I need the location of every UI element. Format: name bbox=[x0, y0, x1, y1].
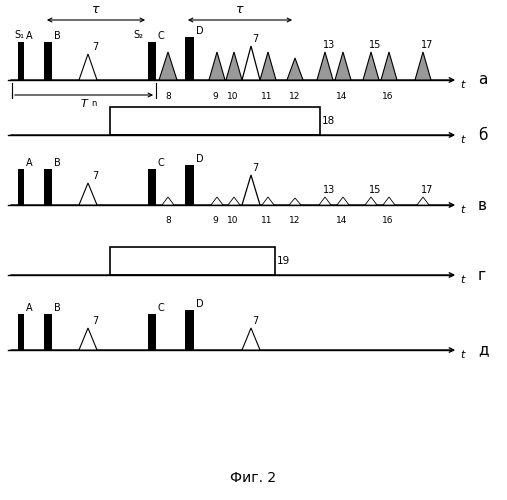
Text: τ: τ bbox=[236, 3, 244, 16]
Text: 7: 7 bbox=[92, 42, 98, 52]
Polygon shape bbox=[262, 197, 274, 205]
Text: 10: 10 bbox=[227, 216, 239, 225]
Polygon shape bbox=[417, 197, 429, 205]
Text: Т: Т bbox=[81, 99, 87, 109]
Polygon shape bbox=[242, 328, 260, 350]
Text: 17: 17 bbox=[421, 185, 433, 195]
Text: 13: 13 bbox=[323, 40, 335, 50]
Bar bbox=[185, 310, 194, 350]
Text: A: A bbox=[26, 158, 32, 168]
Text: 7: 7 bbox=[92, 316, 98, 326]
Polygon shape bbox=[260, 52, 276, 80]
Bar bbox=[18, 314, 24, 350]
Polygon shape bbox=[319, 197, 331, 205]
Polygon shape bbox=[335, 52, 351, 80]
Text: 7: 7 bbox=[252, 316, 258, 326]
Text: 19: 19 bbox=[277, 256, 290, 266]
Text: B: B bbox=[54, 303, 61, 313]
Text: 11: 11 bbox=[261, 92, 273, 101]
Text: 12: 12 bbox=[289, 216, 301, 225]
Text: C: C bbox=[158, 158, 165, 168]
Text: 16: 16 bbox=[382, 92, 394, 101]
Text: A: A bbox=[26, 31, 32, 41]
Polygon shape bbox=[209, 52, 225, 80]
Text: S₂: S₂ bbox=[133, 30, 143, 40]
Text: б: б bbox=[478, 128, 487, 142]
Bar bbox=[148, 169, 156, 205]
Polygon shape bbox=[317, 52, 333, 80]
Text: 7: 7 bbox=[92, 171, 98, 181]
Text: д: д bbox=[478, 342, 489, 357]
Polygon shape bbox=[381, 52, 397, 80]
Text: 18: 18 bbox=[322, 116, 335, 126]
Bar bbox=[18, 42, 24, 80]
Polygon shape bbox=[159, 52, 177, 80]
Polygon shape bbox=[337, 197, 349, 205]
Text: 7: 7 bbox=[252, 34, 258, 44]
Text: D: D bbox=[196, 154, 204, 164]
Text: 16: 16 bbox=[382, 216, 394, 225]
Text: 9: 9 bbox=[212, 92, 218, 101]
Bar bbox=[148, 42, 156, 80]
Text: 14: 14 bbox=[336, 92, 348, 101]
Text: n: n bbox=[91, 99, 96, 108]
Text: D: D bbox=[196, 299, 204, 309]
Polygon shape bbox=[363, 52, 379, 80]
Text: 8: 8 bbox=[165, 216, 171, 225]
Bar bbox=[110, 247, 275, 275]
Text: D: D bbox=[196, 26, 204, 36]
Text: 8: 8 bbox=[165, 92, 171, 101]
Polygon shape bbox=[365, 197, 377, 205]
Text: C: C bbox=[158, 303, 165, 313]
Polygon shape bbox=[79, 328, 97, 350]
Bar bbox=[44, 314, 52, 350]
Text: S₁: S₁ bbox=[14, 30, 24, 40]
Text: 15: 15 bbox=[369, 40, 381, 50]
Text: t: t bbox=[460, 80, 464, 90]
Polygon shape bbox=[242, 46, 260, 80]
Polygon shape bbox=[383, 197, 395, 205]
Text: 14: 14 bbox=[336, 216, 348, 225]
Bar bbox=[148, 314, 156, 350]
Text: C: C bbox=[158, 31, 165, 41]
Text: а: а bbox=[478, 72, 487, 88]
Polygon shape bbox=[211, 197, 223, 205]
Polygon shape bbox=[228, 197, 240, 205]
Polygon shape bbox=[226, 52, 242, 80]
Text: 11: 11 bbox=[261, 216, 273, 225]
Polygon shape bbox=[242, 175, 260, 205]
Text: в: в bbox=[478, 198, 487, 212]
Polygon shape bbox=[79, 183, 97, 205]
Text: t: t bbox=[460, 135, 464, 145]
Text: t: t bbox=[460, 205, 464, 215]
Bar bbox=[44, 169, 52, 205]
Polygon shape bbox=[287, 58, 303, 80]
Text: 17: 17 bbox=[421, 40, 433, 50]
Text: 13: 13 bbox=[323, 185, 335, 195]
Bar bbox=[44, 42, 52, 80]
Text: A: A bbox=[26, 303, 32, 313]
Polygon shape bbox=[162, 197, 174, 205]
Bar bbox=[110, 107, 320, 135]
Text: г: г bbox=[478, 268, 486, 282]
Text: 7: 7 bbox=[252, 163, 258, 173]
Text: t: t bbox=[460, 350, 464, 360]
Text: 15: 15 bbox=[369, 185, 381, 195]
Polygon shape bbox=[415, 52, 431, 80]
Text: Фиг. 2: Фиг. 2 bbox=[230, 471, 276, 485]
Text: τ: τ bbox=[92, 3, 100, 16]
Text: t: t bbox=[460, 275, 464, 285]
Bar bbox=[18, 169, 24, 205]
Polygon shape bbox=[289, 198, 301, 205]
Text: B: B bbox=[54, 158, 61, 168]
Bar bbox=[185, 165, 194, 205]
Text: 10: 10 bbox=[227, 92, 239, 101]
Polygon shape bbox=[79, 54, 97, 80]
Bar bbox=[185, 37, 194, 80]
Text: 12: 12 bbox=[289, 92, 301, 101]
Text: 9: 9 bbox=[212, 216, 218, 225]
Text: B: B bbox=[54, 31, 61, 41]
